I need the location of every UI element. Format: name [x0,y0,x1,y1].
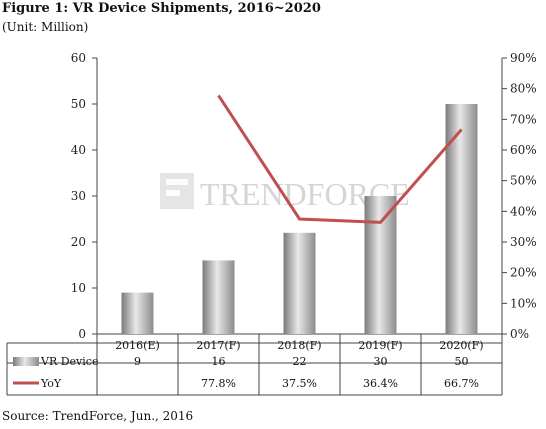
y-right-tick-label: 40% [510,204,537,218]
y-left-tick-label: 10 [71,281,86,295]
table-cell-yoy: 77.8% [201,377,236,390]
y-left-tick-label: 20 [71,235,86,249]
x-category-label: 2019(F) [358,339,402,352]
x-category-label: 2020(F) [439,339,483,352]
legend-key-vr-device [13,357,39,366]
y-right-tick-label: 80% [510,82,537,96]
table-cell-vr-device: 30 [374,355,388,368]
y-right-tick-label: 20% [510,266,537,280]
y-left-tick-label: 30 [71,189,86,203]
table-cell-yoy: 36.4% [363,377,398,390]
table-cell-vr-device: 22 [293,355,307,368]
y-right-tick-label: 90% [510,51,537,65]
x-category-label: 2016(E) [115,339,160,352]
table-cell-vr-device: 50 [455,355,469,368]
y-left-tick-label: 60 [71,51,86,65]
x-category-label: 2018(F) [277,339,321,352]
bar-2020(F) [445,104,478,334]
y-right-tick-label: 50% [510,174,537,188]
y-left-tick-label: 0 [78,327,86,341]
yoy-line [217,94,463,224]
table-cell-vr-device: 16 [212,355,226,368]
y-right-tick-label: 0% [510,327,529,341]
chart-subtitle: (Unit: Million) [2,20,89,34]
y-left-tick-label: 50 [71,97,86,111]
bar-2019(F) [364,196,397,334]
table-row-label-yoy: YoY [40,377,62,390]
table-cell-yoy: 37.5% [282,377,317,390]
y-right-tick-label: 10% [510,296,537,310]
table-row-label-vr-device: VR Device [40,355,98,368]
table-cell-yoy: 66.7% [444,377,479,390]
chart-source: Source: TrendForce, Jun., 2016 [2,409,194,423]
y-right-tick-label: 60% [510,143,537,157]
x-category-label: 2017(F) [196,339,240,352]
y-right-tick-label: 30% [510,235,537,249]
table-cell-vr-device: 9 [134,355,141,368]
y-left-tick-label: 40 [71,143,86,157]
bar-2017(F) [202,260,235,334]
bar-2018(F) [283,232,316,334]
bar-2016(E) [121,292,154,334]
chart-title: Figure 1: VR Device Shipments, 2016~2020 [2,1,321,16]
y-right-tick-label: 70% [510,112,537,126]
